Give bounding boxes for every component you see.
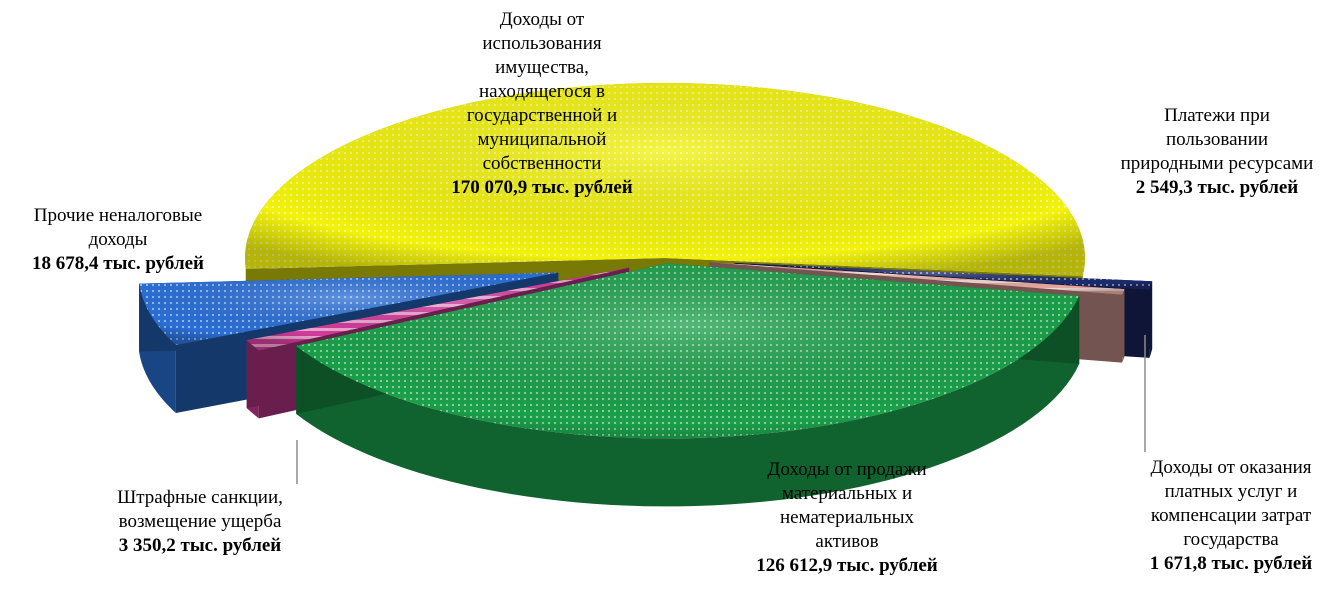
label-property-value: 170 070,9 тыс. рублей [451,177,633,198]
label-fines: Штрафные санкции, возмещение ущерба 3 35… [70,486,330,558]
label-services: Доходы от оказания платных услуг и компе… [1125,456,1337,576]
label-sales-name: Доходы от продажи материальных и нематер… [767,459,927,552]
label-sales-value: 126 612,9 тыс. рублей [756,555,938,576]
slice-shade-other [139,272,559,346]
slice-shade-services [709,262,1125,295]
label-fines-name: Штрафные санкции, возмещение ущерба [117,487,283,532]
label-natural-value: 2 549,3 тыс. рублей [1135,177,1299,198]
slice-shade-natural [734,262,1153,290]
label-natural-name: Платежи при пользовании природными ресур… [1120,105,1314,174]
label-other-name: Прочие неналоговые доходы [33,205,203,250]
label-fines-value: 3 350,2 тыс. рублей [118,535,282,556]
label-services-name: Доходы от оказания платных услуг и компе… [1150,457,1312,550]
label-services-value: 1 671,8 тыс. рублей [1149,553,1313,574]
label-other-value: 18 678,4 тыс. рублей [32,253,204,274]
label-other: Прочие неналоговые доходы 18 678,4 тыс. … [0,204,236,276]
slice-shade-fines [246,267,630,351]
label-sales: Доходы от продажи материальных и нематер… [722,458,972,578]
label-natural: Платежи при пользовании природными ресур… [1097,104,1337,200]
slice-shade-sales [296,263,1080,439]
label-property-name: Доходы от использования имущества, наход… [466,9,618,174]
slice-shade-property [245,83,1085,277]
slice-side-sales [296,295,1080,507]
label-property: Доходы от использования имущества, наход… [392,8,692,200]
